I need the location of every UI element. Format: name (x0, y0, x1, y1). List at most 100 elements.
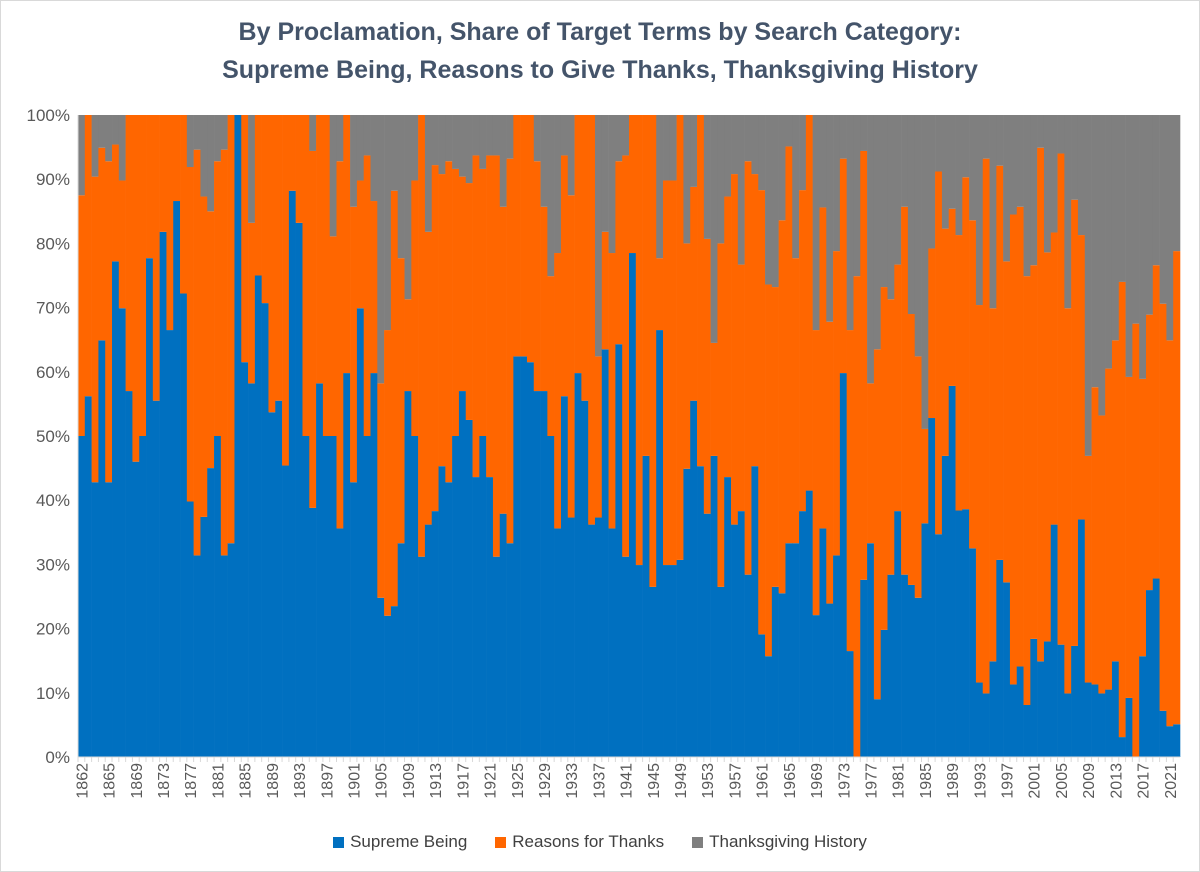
bar-segment-supreme-being (989, 661, 997, 757)
bar-segment-supreme-being (1071, 645, 1079, 757)
bar-segment-thanksgiving-history (1043, 115, 1052, 253)
bar-segment-supreme-being (343, 373, 351, 757)
bar-segment-supreme-being (84, 396, 92, 757)
legend-label: Thanksgiving History (709, 832, 867, 851)
bar-segment-supreme-being (465, 419, 473, 757)
x-tick-label: 1985 (918, 763, 935, 799)
bar-segment-thanksgiving-history (594, 115, 603, 357)
bar-segment-thanksgiving-history (1057, 115, 1065, 154)
x-tick-label: 1917 (455, 763, 472, 799)
bar-segment-reasons-for-thanks (996, 165, 1004, 560)
bar-segment-reasons-for-thanks (1043, 252, 1052, 642)
bar-segment-reasons-for-thanks (288, 115, 296, 191)
bar-segment-reasons-for-thanks (594, 356, 603, 518)
bar-segment-thanksgiving-history (894, 115, 902, 265)
bar-segment-reasons-for-thanks (452, 168, 460, 437)
bar-segment-reasons-for-thanks (268, 115, 276, 413)
bar-segment-thanksgiving-history (1023, 115, 1031, 277)
bar-segment-supreme-being (669, 565, 677, 757)
bar-segment-supreme-being (833, 555, 841, 757)
bar-segment-reasons-for-thanks (853, 276, 861, 757)
bar-segment-thanksgiving-history (928, 115, 936, 249)
bar-segment-supreme-being (275, 400, 283, 757)
bar-segment-thanksgiving-history (445, 115, 453, 162)
bar-segment-reasons-for-thanks (193, 149, 201, 556)
x-tick-label: 2001 (1027, 763, 1044, 799)
bar-segment-supreme-being (581, 400, 589, 757)
bar-segment-reasons-for-thanks (894, 264, 902, 512)
bar-segment-reasons-for-thanks (622, 155, 630, 557)
bar-segment-reasons-for-thanks (118, 180, 126, 309)
bar-segment-thanksgiving-history (935, 115, 943, 172)
bar-segment-reasons-for-thanks (356, 180, 365, 309)
bar-segment-reasons-for-thanks (588, 115, 596, 525)
bar-segment-reasons-for-thanks (1139, 378, 1147, 657)
bar-segment-reasons-for-thanks (200, 196, 208, 517)
bar-segment-supreme-being (1118, 737, 1126, 757)
bar-segment-supreme-being (649, 586, 657, 757)
y-tick-label: 0% (45, 748, 70, 767)
y-tick-label: 50% (36, 427, 70, 446)
bar-segment-reasons-for-thanks (1173, 251, 1181, 725)
y-tick-label: 60% (36, 363, 70, 382)
bar-segment-reasons-for-thanks (384, 330, 392, 616)
bar-segment-supreme-being (1091, 684, 1099, 757)
bar-segment-thanksgiving-history (839, 115, 847, 159)
bar-segment-thanksgiving-history (1105, 115, 1113, 369)
bar-segment-thanksgiving-history (880, 115, 888, 288)
bar-segment-thanksgiving-history (1037, 115, 1045, 148)
legend-swatch-supreme-being (333, 836, 345, 848)
bar-segment-thanksgiving-history (819, 115, 827, 208)
bar-segment-thanksgiving-history (1098, 115, 1106, 416)
bar-segment-reasons-for-thanks (941, 228, 950, 456)
bar-segment-reasons-for-thanks (458, 176, 467, 392)
bar-segment-thanksgiving-history (907, 115, 916, 315)
bar-segment-supreme-being (697, 466, 705, 757)
bar-segment-thanksgiving-history (969, 115, 977, 221)
bar-segment-thanksgiving-history (873, 115, 881, 350)
x-tick-label: 1953 (700, 763, 717, 799)
bar-segment-reasons-for-thanks (424, 231, 433, 525)
bar-segment-thanksgiving-history (683, 115, 691, 244)
bar-segment-reasons-for-thanks (581, 115, 589, 401)
bar-segment-reasons-for-thanks (826, 321, 834, 604)
bar-segment-supreme-being (901, 574, 909, 757)
bar-segment-thanksgiving-history (356, 115, 365, 181)
bar-segment-thanksgiving-history (1016, 115, 1024, 207)
bar-segment-supreme-being (404, 391, 412, 757)
y-tick-label: 70% (36, 299, 70, 318)
y-tick-label: 100% (27, 106, 70, 125)
bar-segment-supreme-being (193, 555, 201, 757)
bar-segment-supreme-being (962, 509, 970, 757)
bar-segment-thanksgiving-history (112, 115, 120, 145)
bar-segment-thanksgiving-history (860, 115, 868, 151)
bar-segment-supreme-being (186, 501, 194, 757)
bar-segment-reasons-for-thanks (139, 115, 147, 436)
bar-segment-thanksgiving-history (1145, 115, 1154, 315)
bar-segment-supreme-being (479, 436, 487, 757)
bar-segment-reasons-for-thanks (921, 428, 929, 524)
bar-segment-supreme-being (846, 651, 854, 757)
bar-segment-supreme-being (445, 482, 453, 757)
x-tick-label: 1993 (972, 763, 989, 799)
chart-title-line-2: Supreme Being, Reasons to Give Thanks, T… (222, 56, 978, 84)
bar-segment-reasons-for-thanks (574, 115, 582, 374)
bar-segment-thanksgiving-history (812, 115, 820, 331)
bar-segment-thanksgiving-history (220, 115, 228, 150)
bar-segment-reasons-for-thanks (91, 176, 99, 483)
bar-segment-supreme-being (608, 528, 616, 757)
bar-segment-supreme-being (826, 603, 834, 757)
bar-segment-reasons-for-thanks (1057, 153, 1065, 645)
bar-segment-supreme-being (431, 511, 439, 757)
x-tick-label: 2021 (1163, 763, 1180, 799)
bar-segment-reasons-for-thanks (377, 383, 385, 598)
bar-segment-reasons-for-thanks (601, 231, 609, 350)
bar-segment-supreme-being (1009, 684, 1018, 757)
bar-segment-thanksgiving-history (248, 115, 256, 223)
bar-segment-supreme-being (472, 477, 480, 757)
bar-segment-supreme-being (1043, 641, 1052, 757)
bar-segment-thanksgiving-history (370, 115, 378, 202)
bar-segment-reasons-for-thanks (758, 190, 766, 635)
bar-segment-reasons-for-thanks (656, 258, 664, 331)
x-tick-label: 2009 (1081, 763, 1098, 799)
